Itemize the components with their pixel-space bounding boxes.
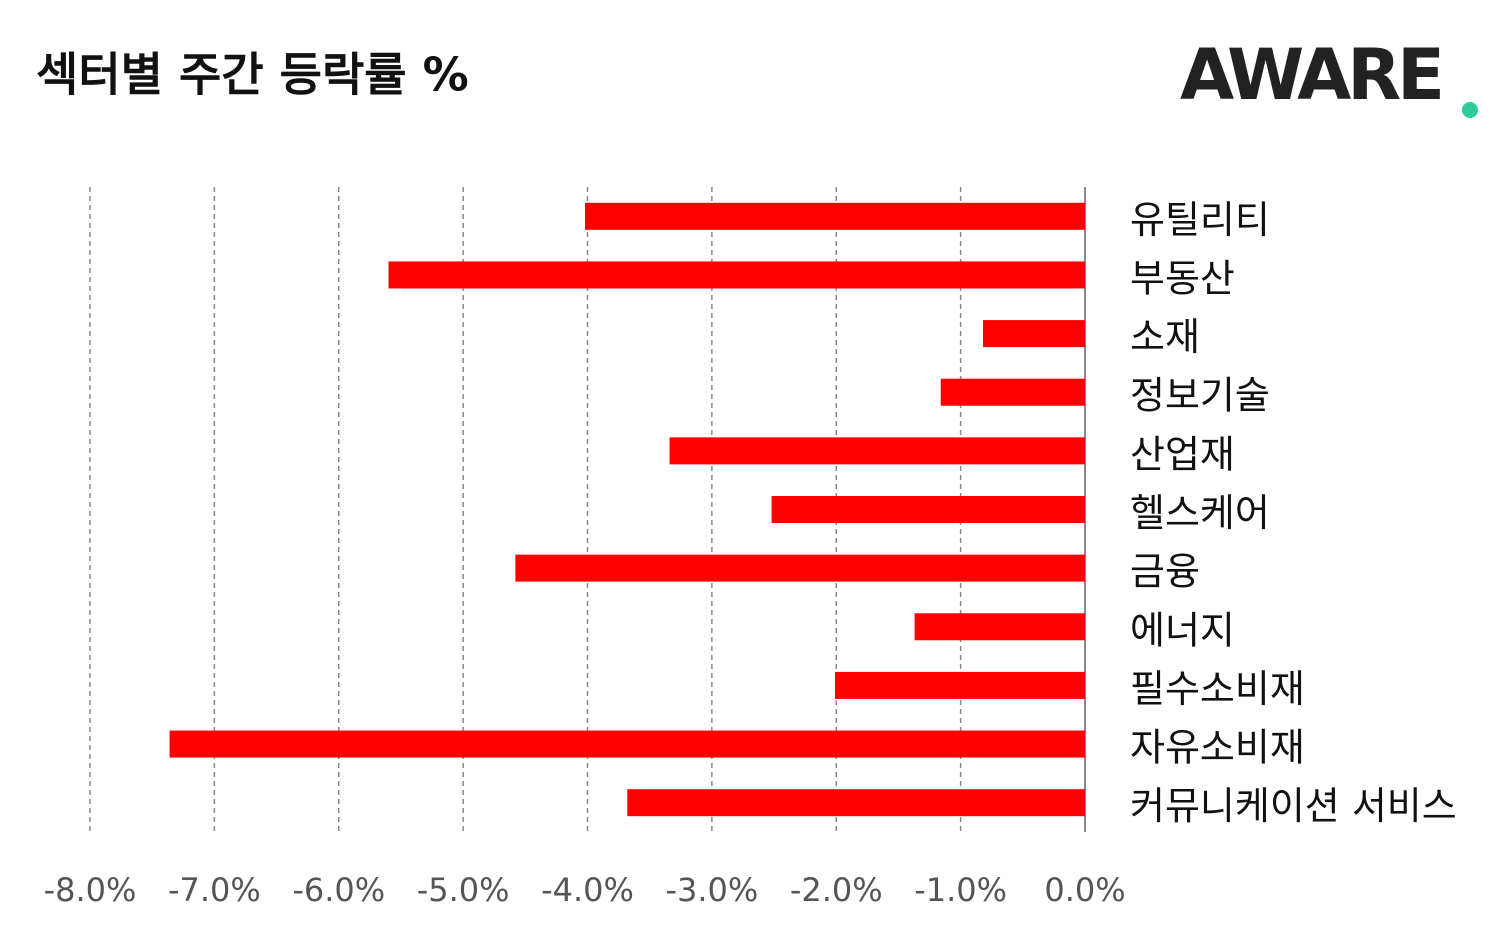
category-label: 산업재 bbox=[1130, 432, 1235, 476]
category-label: 유틸리티 bbox=[1130, 198, 1270, 242]
bar bbox=[388, 261, 1085, 289]
category-label: 에너지 bbox=[1130, 608, 1235, 652]
bar bbox=[585, 202, 1085, 230]
category-label: 정보기술 bbox=[1130, 374, 1270, 418]
category-label: 커뮤니케이션 서비스 bbox=[1130, 784, 1457, 828]
category-label: 자유소비재 bbox=[1130, 726, 1305, 770]
bar bbox=[914, 613, 1085, 641]
bar bbox=[940, 378, 1085, 406]
x-tick-label: -3.0% bbox=[665, 871, 758, 909]
chart-title: 섹터별 주간 등락률 % bbox=[36, 48, 469, 102]
category-label: 소재 bbox=[1130, 315, 1200, 359]
category-label: 헬스케어 bbox=[1130, 491, 1270, 535]
category-label: 필수소비재 bbox=[1130, 667, 1305, 711]
x-tick-label: -1.0% bbox=[914, 871, 1007, 909]
bar bbox=[771, 496, 1085, 523]
x-tick-label: -6.0% bbox=[292, 871, 385, 909]
x-tick-label: -5.0% bbox=[417, 871, 510, 909]
x-tick-label: -4.0% bbox=[541, 871, 634, 909]
category-label: 부동산 bbox=[1130, 256, 1235, 300]
logo: AWARE bbox=[1180, 34, 1441, 116]
bar bbox=[835, 671, 1085, 699]
x-tick-label: -2.0% bbox=[790, 871, 883, 909]
bar bbox=[169, 730, 1086, 758]
x-tick-label: 0.0% bbox=[1044, 871, 1125, 909]
bar bbox=[627, 789, 1085, 817]
bar bbox=[983, 320, 1085, 348]
logo-dot bbox=[1462, 102, 1478, 118]
x-tick-label: -7.0% bbox=[168, 871, 261, 909]
bar bbox=[515, 554, 1085, 582]
bar bbox=[669, 437, 1085, 465]
x-tick-label: -8.0% bbox=[44, 871, 137, 909]
category-label: 금융 bbox=[1130, 550, 1200, 594]
